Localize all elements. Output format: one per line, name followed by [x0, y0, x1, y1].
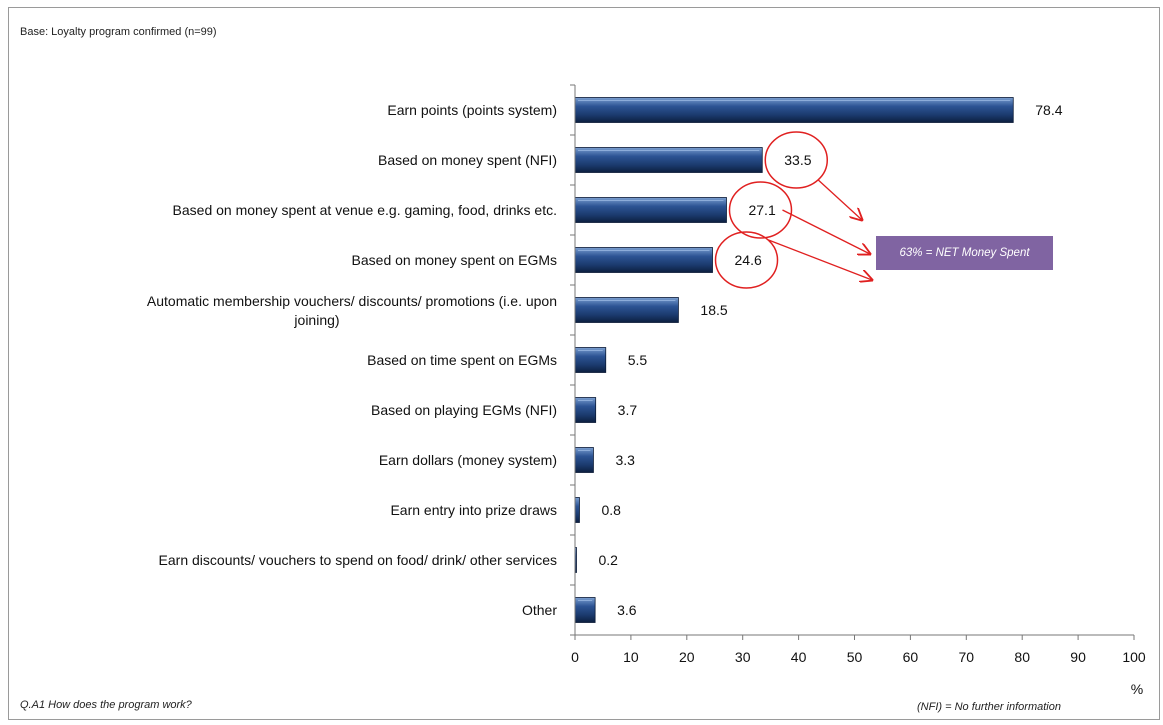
category-label-7: Earn dollars (money system) — [379, 452, 557, 468]
x-tick-label-8: 80 — [1014, 649, 1030, 665]
category-label-9: Earn discounts/ vouchers to spend on foo… — [159, 552, 557, 568]
value-label-9: 0.2 — [599, 552, 619, 568]
category-label-line-2-0: Based on money spent at venue e.g. gamin… — [173, 202, 557, 218]
category-label-3: Based on money spent on EGMs — [352, 252, 557, 268]
x-tick-label-9: 90 — [1070, 649, 1086, 665]
highlight-circle-3 — [714, 231, 779, 289]
category-label-line-10-0: Other — [522, 602, 557, 618]
category-label-line-7-0: Earn dollars (money system) — [379, 452, 557, 468]
x-tick-label-10: 100 — [1122, 649, 1146, 665]
x-tick-label-4: 40 — [791, 649, 807, 665]
chart-frame — [8, 7, 1160, 720]
x-tick-label-3: 30 — [735, 649, 751, 665]
category-label-6: Based on playing EGMs (NFI) — [371, 402, 557, 418]
value-label-2: 27.1 — [748, 202, 775, 218]
category-label-line-9-0: Earn discounts/ vouchers to spend on foo… — [159, 552, 557, 568]
bar-10 — [574, 597, 596, 623]
bar-4 — [574, 297, 679, 323]
x-tick-label-1: 10 — [623, 649, 639, 665]
category-label-5: Based on time spent on EGMs — [367, 352, 557, 368]
highlight-circle-2 — [728, 181, 793, 239]
value-label-1: 33.5 — [784, 152, 811, 168]
base-note: Base: Loyalty program confirmed (n=99) — [20, 26, 217, 38]
highlight-arrow-1 — [817, 179, 862, 220]
value-label-6: 3.7 — [618, 402, 638, 418]
category-label-line-4-1: joining) — [293, 312, 339, 328]
bar-2 — [574, 197, 727, 223]
category-label-line-6-0: Based on playing EGMs (NFI) — [371, 402, 557, 418]
category-label-line-5-0: Based on time spent on EGMs — [367, 352, 557, 368]
category-label-line-3-0: Based on money spent on EGMs — [352, 252, 557, 268]
bar-1 — [574, 147, 763, 173]
category-label-2: Based on money spent at venue e.g. gamin… — [173, 202, 557, 218]
bar-8 — [574, 497, 580, 523]
x-tick-label-6: 60 — [903, 649, 919, 665]
highlight-circle-1 — [764, 131, 829, 189]
value-label-5: 5.5 — [628, 352, 648, 368]
bar-3 — [574, 247, 713, 273]
category-label-1: Based on money spent (NFI) — [378, 152, 557, 168]
nfi-note: (NFI) = No further information — [917, 701, 1061, 713]
net-money-spent-callout: 63% = NET Money Spent — [876, 236, 1053, 270]
category-label-10: Other — [522, 602, 557, 618]
category-label-0: Earn points (points system) — [387, 102, 557, 118]
category-label-8: Earn entry into prize draws — [390, 502, 557, 518]
category-label-line-1-0: Based on money spent (NFI) — [378, 152, 557, 168]
x-axis-label: % — [1131, 681, 1143, 697]
category-label-line-8-0: Earn entry into prize draws — [390, 502, 557, 518]
highlight-arrow-2 — [782, 209, 870, 254]
x-tick-label-5: 50 — [847, 649, 863, 665]
bar-6 — [574, 397, 597, 423]
value-label-4: 18.5 — [700, 302, 727, 318]
category-label-line-0-0: Earn points (points system) — [387, 102, 557, 118]
value-label-0: 78.4 — [1035, 102, 1062, 118]
category-label-line-4-0: Automatic membership vouchers/ discounts… — [147, 293, 557, 309]
bar-5 — [574, 347, 607, 373]
value-label-10: 3.6 — [617, 602, 637, 618]
x-tick-label-7: 70 — [959, 649, 975, 665]
x-tick-label-2: 20 — [679, 649, 695, 665]
highlight-arrow-3 — [768, 239, 872, 280]
category-label-4: Automatic membership vouchers/ discounts… — [147, 293, 557, 328]
value-label-8: 0.8 — [601, 502, 621, 518]
value-label-7: 3.3 — [615, 452, 635, 468]
bar-0 — [574, 97, 1014, 123]
value-label-3: 24.6 — [735, 252, 762, 268]
question-note: Q.A1 How does the program work? — [20, 699, 192, 711]
x-tick-label-0: 0 — [571, 649, 579, 665]
bar-7 — [574, 447, 594, 473]
